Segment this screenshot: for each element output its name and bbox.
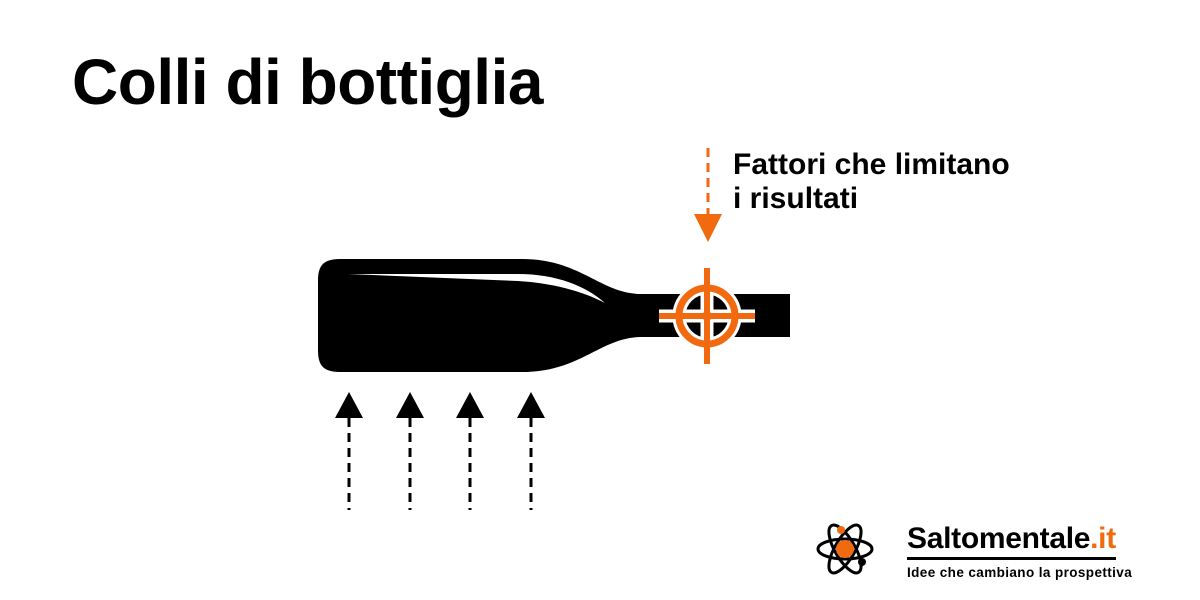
arrow-up-icon [456,392,484,510]
callout-line-1: Fattori che limitano [733,148,1010,181]
callout-line-2: i risultati [733,182,859,215]
arrow-up-icon [517,392,545,510]
brand-tld: .it [1090,522,1116,555]
arrow-down-icon [694,148,722,242]
bottle-icon [318,259,790,372]
brand-name-text: Saltomentale [907,522,1091,555]
brand-name[interactable]: Saltomentale.it [907,522,1116,560]
brand-tagline: Idee che cambiano la prospettiva [907,565,1133,580]
atom-logo-icon [816,523,874,575]
brand: Saltomentale.it Idee che cambiano la pro… [907,522,1132,580]
page-title: Colli di bottiglia [72,46,543,118]
crosshair-icon [659,268,755,364]
bottleneck-callout: Fattori che limitano i risultati [733,148,1010,216]
arrow-up-icon [396,392,424,510]
arrow-up-icon [335,392,363,510]
